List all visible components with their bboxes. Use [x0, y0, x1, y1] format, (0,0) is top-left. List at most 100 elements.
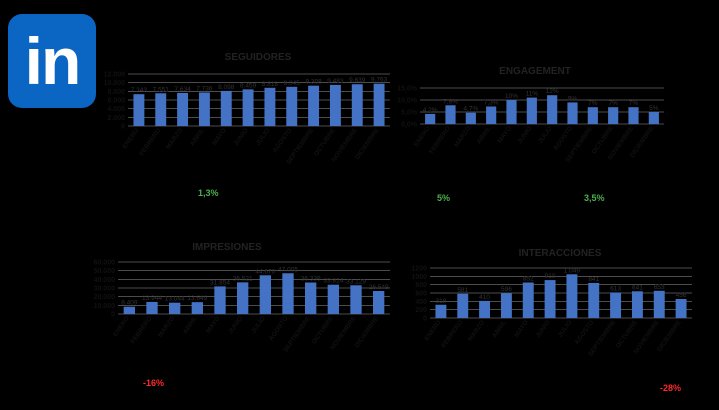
x-tick-label: JUNIO — [233, 127, 250, 147]
bar-octubre — [327, 284, 339, 314]
bar-mayo — [220, 90, 232, 126]
data-label: 7.551 — [153, 86, 170, 93]
x-tick-label: JULIO — [537, 125, 554, 145]
data-label: 7% — [608, 100, 618, 107]
data-label: 11% — [526, 91, 539, 98]
x-tick-label: AGOSTO — [574, 319, 596, 346]
chart-seguidores: SEGUIDORES 0 2.000 4.000 6.000 8.000 10.000 12.… — [98, 44, 398, 174]
y-tick-label: 60.000 — [94, 260, 116, 267]
bar-noviembre — [351, 84, 363, 126]
note-impresiones: -16% — [143, 378, 165, 388]
x-tick-label: MARZO — [467, 319, 486, 343]
data-label: 12% — [546, 88, 559, 95]
data-label: 1.049 — [564, 267, 581, 274]
bar-octubre — [608, 107, 619, 124]
x-tick-label: FEBRERO — [428, 125, 452, 155]
x-tick-label: MARZO — [165, 127, 184, 151]
x-tick-label: MARZO — [453, 125, 472, 149]
data-label: 613 — [610, 285, 621, 292]
bar-julio — [264, 87, 276, 126]
bar-enero — [425, 113, 436, 124]
bar-julio — [259, 275, 271, 314]
x-tick-label: FEBRERO — [130, 315, 154, 345]
data-label: 841 — [588, 276, 599, 283]
bar-enero — [133, 94, 145, 126]
y-tick-label: 30.000 — [94, 286, 116, 293]
chart-title: ENGAGEMENT — [499, 66, 571, 77]
bar-febrero — [445, 105, 456, 124]
data-label: 31.854 — [210, 279, 230, 286]
bar-septiembre — [305, 282, 317, 314]
data-label: 596 — [501, 286, 512, 293]
x-tick-label: ABRIL — [476, 125, 493, 145]
bar-junio — [544, 280, 556, 318]
linkedin-logo-text: in — [24, 24, 82, 98]
data-label: 36.339 — [301, 276, 321, 283]
chart-impresiones: IMPRESIONES 0 10.000 20.000 30.000 40.000 50.0… — [72, 236, 402, 356]
y-tick-label: 0 — [423, 316, 427, 323]
data-label: 47.005 — [278, 266, 298, 273]
bar-febrero — [146, 301, 158, 314]
y-tick-label: 0,0% — [401, 122, 418, 129]
bar-julio — [566, 274, 578, 318]
x-tick-label: AGOSTO — [272, 127, 294, 154]
x-tick-label: ENERO — [424, 319, 443, 342]
data-label: 9.483 — [327, 78, 344, 85]
x-tick-label: JUNIO — [516, 125, 533, 145]
chart-title: IMPRESIONES — [192, 242, 262, 253]
data-label: 7.736 — [196, 85, 213, 92]
data-label: 653 — [654, 284, 665, 291]
x-tick-label: AGOSTO — [268, 315, 290, 342]
data-label: 36.521 — [233, 275, 253, 282]
y-tick-label: 50.000 — [94, 268, 116, 275]
bar-agosto — [588, 282, 600, 318]
bar-junio — [242, 89, 254, 126]
bar-marzo — [169, 302, 181, 314]
data-label: 641 — [632, 284, 643, 291]
x-tick-label: ENERO — [413, 125, 432, 148]
x-tick-label: DICIEMBRE — [354, 315, 381, 349]
x-tick-label: FEBRERO — [138, 127, 162, 157]
data-label: 8.818 — [262, 81, 279, 88]
data-label: 7,8% — [443, 98, 458, 105]
bar-diciembre — [648, 112, 659, 124]
y-tick-label: 1200 — [411, 266, 427, 273]
data-label: 8.098 — [218, 84, 235, 91]
chart-interacciones: INTERACCIONES 0 200 400 600 800 1000 1200 318 ENE… — [400, 240, 700, 360]
y-tick-label: 200 — [415, 307, 427, 314]
note-engagement-b: 3,5% — [584, 193, 605, 203]
y-tick-label: 4.000 — [107, 106, 125, 113]
bar-diciembre — [675, 299, 687, 318]
y-tick-label: 400 — [415, 299, 427, 306]
y-tick-label: 1000 — [411, 274, 427, 281]
data-label: 44.670 — [255, 268, 275, 275]
x-tick-label: ENERO — [122, 127, 141, 150]
data-label: 13.649 — [187, 295, 207, 302]
x-tick-label: ABRIL — [189, 127, 206, 147]
x-tick-label: MAYO — [211, 127, 228, 147]
chart-svg: ENGAGEMENT 0,0% 5,0% 10,0% 15,0% 4,2% ENERO 7,8… — [397, 66, 664, 164]
bar-agosto — [286, 86, 298, 126]
linkedin-logo: in — [8, 14, 96, 108]
y-tick-label: 6.000 — [107, 98, 125, 105]
x-tick-label: OCTUBRE — [311, 315, 336, 346]
data-label: 9.308 — [305, 79, 322, 86]
x-tick-label: ABRIL — [182, 315, 199, 335]
x-tick-label: JULIO — [255, 127, 272, 147]
bar-abril — [500, 293, 512, 318]
data-label: 581 — [457, 287, 468, 294]
data-label: 910 — [545, 273, 556, 280]
bar-junio — [237, 282, 249, 314]
bar-septiembre — [308, 85, 320, 126]
y-tick-label: 5,0% — [401, 110, 418, 117]
data-label: 318 — [435, 298, 446, 305]
bar-marzo — [177, 92, 189, 126]
x-tick-label: OCTUBRE — [313, 127, 338, 158]
bar-mayo — [214, 286, 226, 314]
data-label: 410 — [479, 294, 490, 301]
x-tick-label: MAYO — [205, 315, 222, 335]
data-label: 7.343 — [131, 87, 148, 94]
y-tick-label: 10.000 — [104, 80, 126, 87]
